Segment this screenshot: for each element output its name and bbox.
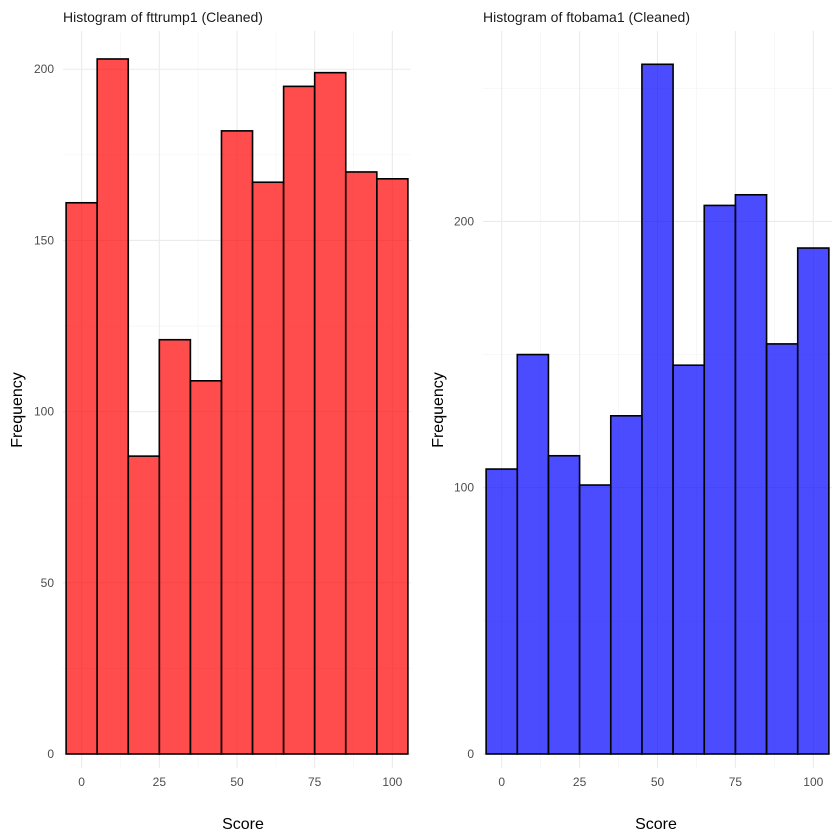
- histogram-bar: [672, 364, 706, 755]
- histogram-bar: [127, 455, 161, 755]
- x-tick-label: 100: [803, 775, 823, 789]
- histogram-bar: [158, 338, 192, 755]
- x-tick-label: 0: [498, 775, 505, 789]
- x-tick-label: 100: [382, 775, 402, 789]
- y-tick-label: 50: [41, 576, 55, 590]
- histogram-bar: [578, 484, 612, 755]
- histogram-bar: [516, 353, 550, 755]
- histogram-bar: [65, 201, 98, 755]
- panel-fttrump1: Histogram of fttrump1 (Cleaned) 0 25 50 75 1…: [9, 9, 411, 833]
- histogram-bar: [376, 178, 409, 755]
- histogram-bar: [765, 343, 799, 755]
- histogram-bar: [485, 468, 519, 755]
- y-tick-label: 0: [47, 747, 54, 761]
- bars: [65, 58, 409, 755]
- histogram-bar: [189, 380, 223, 755]
- histogram-bar: [313, 71, 347, 755]
- histogram-bar: [251, 181, 285, 755]
- panel-ftobama1: Histogram of ftobama1 (Cleaned) 0 25 50 75 1…: [430, 9, 832, 833]
- x-tick-label: 25: [573, 775, 587, 789]
- y-axis-title: Frequency: [430, 372, 447, 448]
- histogram-bar: [344, 171, 378, 755]
- y-tick-labels: 0 100 200: [454, 214, 474, 761]
- x-axis-title: Score: [222, 816, 264, 833]
- chart-title: Histogram of ftobama1 (Cleaned): [483, 9, 690, 25]
- bars: [485, 63, 830, 755]
- chart-title: Histogram of fttrump1 (Cleaned): [63, 9, 263, 25]
- x-tick-label: 50: [230, 775, 244, 789]
- x-tick-labels: 0 25 50 75 100: [78, 775, 402, 789]
- x-tick-label: 75: [308, 775, 322, 789]
- histogram-bar: [609, 415, 643, 755]
- y-tick-label: 150: [34, 233, 54, 247]
- y-tick-label: 200: [34, 62, 54, 76]
- histogram-bar: [220, 130, 254, 755]
- histogram-bar: [796, 247, 830, 755]
- histogram-bar: [96, 58, 130, 755]
- x-axis-title: Score: [635, 816, 677, 833]
- histogram-bar: [547, 454, 581, 755]
- x-tick-label: 25: [153, 775, 167, 789]
- x-tick-labels: 0 25 50 75 100: [498, 775, 823, 789]
- x-tick-label: 0: [78, 775, 85, 789]
- histogram-bar: [282, 85, 316, 755]
- y-tick-labels: 0 50 100 150 200: [34, 62, 54, 761]
- histogram-bar: [734, 193, 768, 755]
- y-tick-label: 0: [467, 747, 474, 761]
- histogram-bar: [703, 204, 737, 755]
- y-tick-label: 100: [454, 481, 474, 495]
- x-tick-label: 75: [729, 775, 743, 789]
- y-tick-label: 100: [34, 405, 54, 419]
- y-tick-label: 200: [454, 214, 474, 228]
- y-axis-title: Frequency: [9, 372, 26, 448]
- histogram-bar: [641, 63, 674, 755]
- x-tick-label: 50: [651, 775, 665, 789]
